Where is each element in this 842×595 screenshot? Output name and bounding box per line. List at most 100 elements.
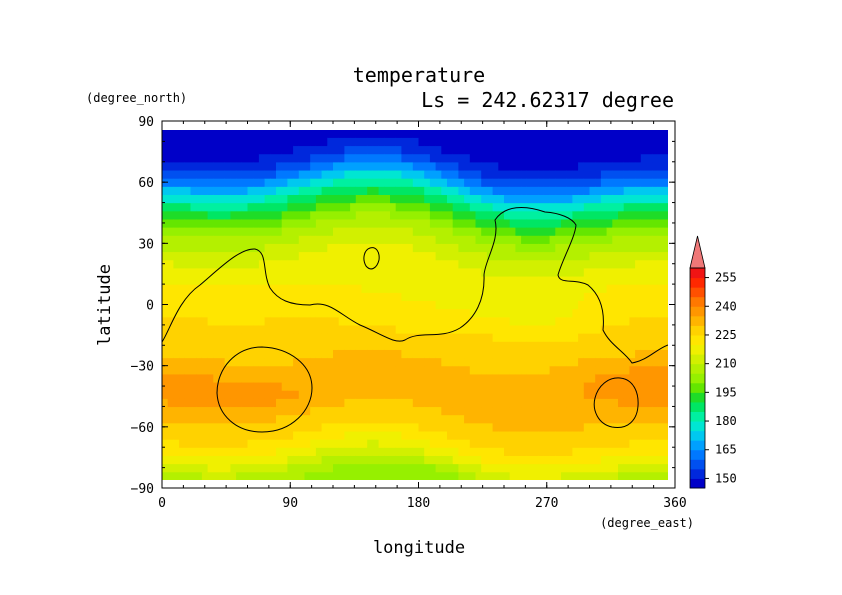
- heat-cell: [572, 194, 579, 204]
- heat-cell: [441, 414, 448, 424]
- heat-cell: [504, 398, 511, 408]
- heat-cell: [162, 121, 168, 130]
- heat-cell: [469, 145, 477, 155]
- heat-cell: [372, 406, 380, 416]
- heat-cell: [201, 194, 209, 204]
- heat-cell: [401, 145, 408, 155]
- heat-cell: [190, 210, 197, 220]
- heat-cell: [595, 430, 602, 440]
- heat-cell: [321, 341, 328, 350]
- heat-cell: [287, 284, 294, 293]
- heat-cell: [207, 178, 214, 187]
- heat-cell: [600, 161, 608, 171]
- heat-cell: [247, 333, 254, 342]
- heat-cell: [304, 390, 311, 399]
- heat-cell: [606, 243, 613, 253]
- heat-cell: [236, 430, 243, 440]
- heat-cell: [350, 137, 357, 147]
- heat-cell: [384, 169, 391, 179]
- heat-cell: [618, 161, 625, 171]
- heat-cell: [441, 267, 448, 277]
- heat-cell: [481, 210, 488, 220]
- heat-cell: [509, 373, 516, 383]
- heat-cell: [441, 479, 448, 480]
- heat-cell: [612, 479, 619, 480]
- heat-cell: [578, 341, 585, 350]
- heat-cell: [663, 284, 668, 293]
- heat-cell: [526, 308, 534, 318]
- heat-cell: [623, 292, 630, 302]
- heat-cell: [640, 210, 648, 220]
- heat-cell: [578, 218, 585, 228]
- heat-cell: [372, 439, 380, 448]
- colorbar-label: 150: [715, 471, 737, 485]
- heat-cell: [561, 357, 568, 367]
- heat-cell: [646, 373, 653, 383]
- heat-cell: [629, 235, 636, 244]
- heat-cell: [595, 406, 602, 416]
- heat-cell: [646, 284, 653, 293]
- heat-cell: [418, 479, 425, 480]
- heat-cell: [475, 341, 482, 350]
- heat-cell: [504, 161, 511, 171]
- heat-cell: [435, 316, 442, 326]
- heat-cell: [270, 430, 277, 440]
- heat-cell: [276, 398, 283, 408]
- heat-cell: [355, 267, 363, 277]
- heat-cell: [549, 292, 556, 302]
- heat-cell: [281, 455, 288, 465]
- heat-cell: [378, 333, 385, 342]
- heat-cell: [270, 308, 277, 318]
- heat-cell: [612, 324, 619, 334]
- heat-cell: [498, 130, 505, 138]
- heat-cell: [635, 479, 642, 480]
- heat-cell: [304, 275, 311, 285]
- heat-cell: [236, 169, 243, 179]
- heat-cell: [595, 390, 602, 399]
- heat-cell: [355, 349, 363, 359]
- heat-cell: [287, 218, 294, 228]
- heat-cell: [657, 316, 665, 326]
- heat-cell: [447, 463, 454, 473]
- heat-cell: [230, 341, 237, 350]
- heat-cell: [538, 333, 545, 342]
- heat-cell: [167, 161, 174, 171]
- heat-cell: [310, 381, 317, 391]
- heat-cell: [167, 316, 174, 326]
- heat-cell: [372, 471, 380, 480]
- heat-cell: [338, 398, 345, 408]
- heat-cell: [378, 300, 385, 310]
- heat-cell: [310, 130, 317, 138]
- heat-cell: [230, 259, 237, 269]
- heat-cell: [384, 153, 391, 163]
- heat-cell: [361, 341, 368, 350]
- heat-cell: [606, 439, 613, 448]
- heat-cell: [561, 186, 568, 195]
- heat-cell: [395, 267, 402, 277]
- heat-cell: [287, 292, 294, 302]
- heat-cell: [361, 169, 368, 179]
- heat-cell: [378, 251, 385, 261]
- heat-cell: [384, 463, 391, 473]
- heat-cell: [173, 300, 180, 310]
- heat-cell: [390, 349, 397, 359]
- heat-cell: [372, 463, 380, 473]
- heat-cell: [287, 145, 294, 155]
- heat-cell: [663, 267, 668, 277]
- heat-cell: [572, 373, 579, 383]
- heat-cell: [635, 251, 642, 261]
- heat-cell: [196, 308, 203, 318]
- heat-cell: [276, 439, 283, 448]
- heat-cell: [259, 121, 265, 130]
- heat-cell: [184, 430, 192, 440]
- heat-cell: [481, 373, 488, 383]
- heat-cell: [475, 365, 482, 375]
- heat-cell: [407, 235, 414, 244]
- heat-cell: [407, 267, 414, 277]
- heat-cell: [390, 414, 397, 424]
- heat-cell: [452, 130, 459, 138]
- heat-cell: [304, 422, 311, 432]
- heat-cell: [378, 178, 385, 187]
- heat-cell: [606, 308, 613, 318]
- y-tick-label: −90: [131, 482, 154, 497]
